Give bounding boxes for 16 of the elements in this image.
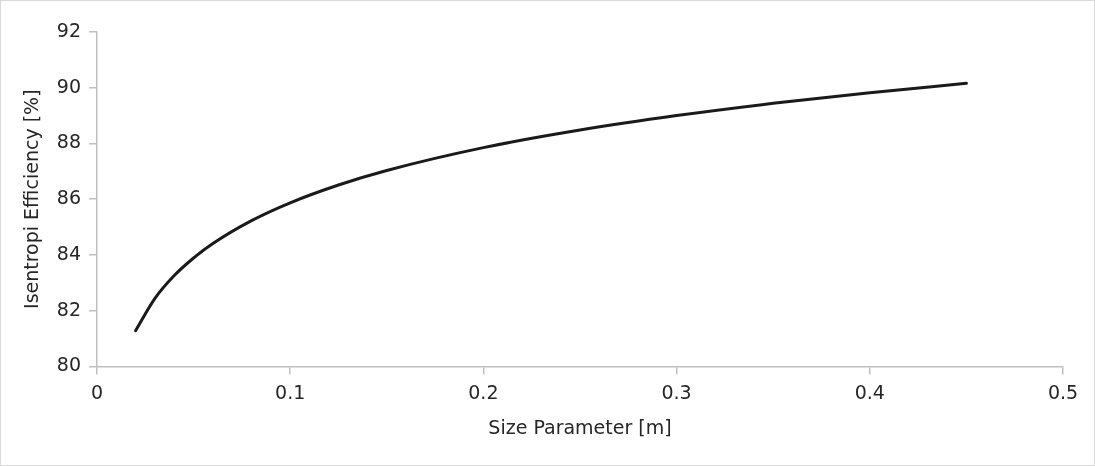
- y-tick-label: 90: [56, 74, 81, 97]
- x-tick-label: 0.5: [1047, 380, 1079, 403]
- x-axis-title: Size Parameter [m]: [488, 415, 672, 438]
- y-tick-label: 84: [56, 241, 81, 264]
- x-tick-label: 0.1: [275, 380, 306, 403]
- y-tick-label: 88: [56, 130, 81, 153]
- x-tick-label: 0: [90, 380, 104, 403]
- line-series: [134, 81, 968, 333]
- x-tick-label: 0.2: [468, 380, 499, 403]
- x-tick-label: 0.3: [661, 380, 692, 403]
- y-axis-title: Isentropi Efficiency [%]: [20, 89, 43, 309]
- y-tick-label: 92: [56, 18, 81, 41]
- x-tick-label: 0.4: [854, 380, 885, 403]
- y-tick-label: 82: [56, 297, 81, 320]
- y-tick-label: 86: [56, 186, 81, 209]
- y-tick-label: 80: [56, 353, 81, 376]
